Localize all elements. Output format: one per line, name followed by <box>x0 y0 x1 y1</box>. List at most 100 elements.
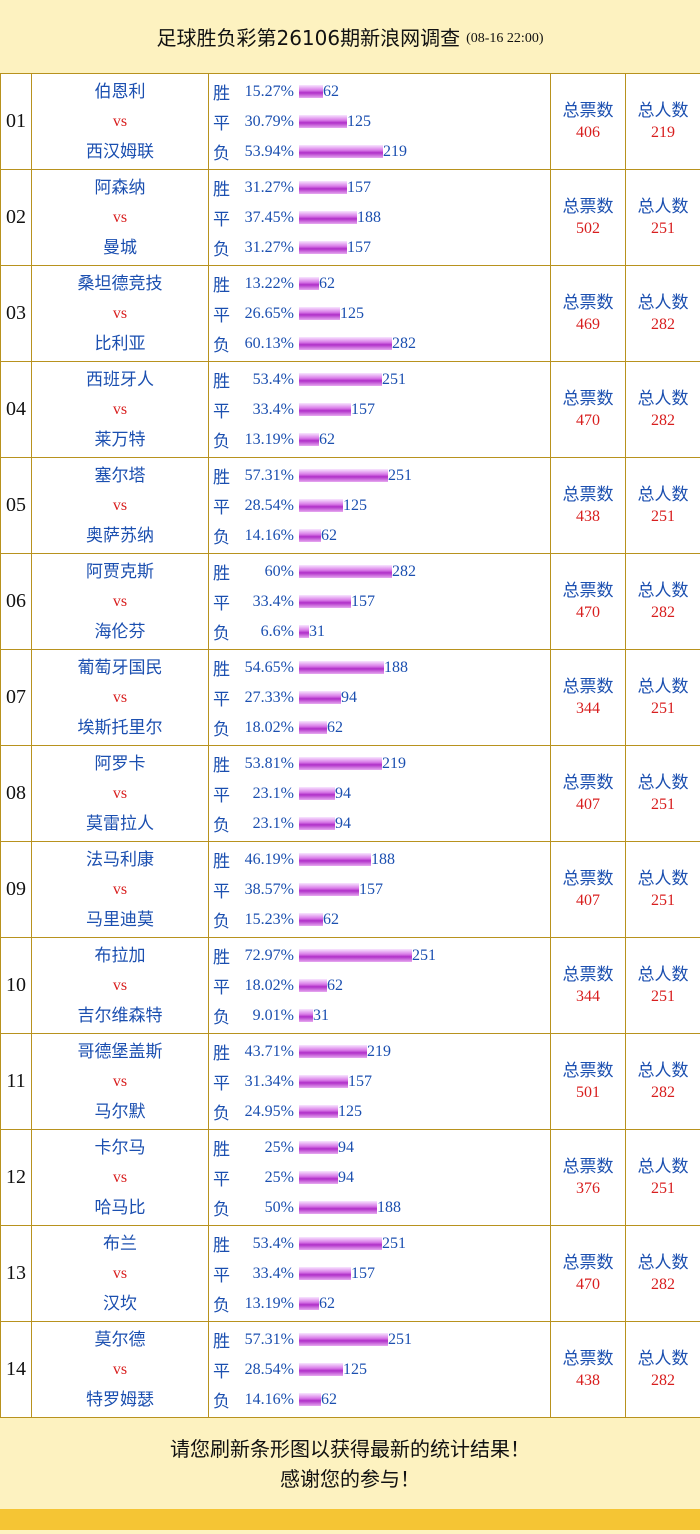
option-row: 平 33.4% 157 <box>213 395 550 425</box>
option-row: 平 33.4% 157 <box>213 587 550 617</box>
total-votes-cell: 总票数 407 <box>550 841 626 938</box>
option-percent: 60% <box>264 562 294 580</box>
home-team: 法马利康 <box>86 849 154 870</box>
option-row: 负 60.13% 282 <box>213 329 550 359</box>
option-label: 胜 <box>213 84 230 104</box>
survey-time: (08-16 22:00) <box>466 30 544 46</box>
option-percent: 23.1% <box>252 814 294 832</box>
vote-bar <box>299 529 321 542</box>
vote-bar <box>299 979 327 992</box>
total-votes-label: 总票数 <box>562 676 614 697</box>
vote-bar <box>299 277 319 290</box>
option-percent: 43.71% <box>244 1042 294 1060</box>
match-row: 10 布拉加 vs 吉尔维森特 胜 72.97% 251 平 18.02% 62… <box>0 937 700 1034</box>
match-teams: 布拉加 vs 吉尔维森特 <box>31 937 209 1034</box>
option-count: 94 <box>335 784 351 802</box>
match-number: 09 <box>0 841 32 938</box>
vs-label: vs <box>112 1360 128 1378</box>
vote-bar <box>299 145 383 158</box>
vote-options: 胜 13.22% 62 平 26.65% 125 负 60.13% 282 <box>208 265 551 362</box>
vote-bar <box>299 403 351 416</box>
vote-bar <box>299 373 382 386</box>
vote-bar <box>299 337 392 350</box>
total-votes-cell: 总票数 406 <box>550 73 626 170</box>
total-people-cell: 总人数 282 <box>625 553 700 650</box>
option-percent: 38.57% <box>244 880 294 898</box>
option-count: 125 <box>338 1102 362 1120</box>
option-count: 62 <box>321 526 337 544</box>
vote-bar <box>299 1237 382 1250</box>
option-percent: 53.4% <box>252 370 294 388</box>
total-votes-value: 438 <box>576 1371 600 1389</box>
option-label: 负 <box>213 1008 230 1028</box>
option-label: 胜 <box>213 564 230 584</box>
total-votes-cell: 总票数 438 <box>550 1321 626 1418</box>
match-row: 01 伯恩利 vs 西汉姆联 胜 15.27% 62 平 30.79% 125 … <box>0 73 700 170</box>
option-count: 62 <box>327 718 343 736</box>
vote-bar <box>299 85 323 98</box>
option-label: 负 <box>213 912 230 932</box>
total-votes-cell: 总票数 502 <box>550 169 626 266</box>
option-row: 胜 25% 94 <box>213 1133 550 1163</box>
total-votes-label: 总票数 <box>562 484 614 505</box>
option-row: 平 37.45% 188 <box>213 203 550 233</box>
match-teams: 塞尔塔 vs 奥萨苏纳 <box>31 457 209 554</box>
option-percent: 25% <box>264 1138 294 1156</box>
match-teams: 卡尔马 vs 哈马比 <box>31 1129 209 1226</box>
option-label: 平 <box>213 690 230 710</box>
option-count: 157 <box>351 400 375 418</box>
option-label: 负 <box>213 144 230 164</box>
match-teams: 阿罗卡 vs 莫雷拉人 <box>31 745 209 842</box>
option-count: 125 <box>347 112 371 130</box>
total-people-value: 282 <box>651 411 675 429</box>
option-percent: 27.33% <box>244 688 294 706</box>
option-row: 胜 60% 282 <box>213 557 550 587</box>
option-percent: 31.27% <box>244 238 294 256</box>
total-people-cell: 总人数 282 <box>625 1033 700 1130</box>
option-count: 62 <box>321 1390 337 1408</box>
vote-bar <box>299 1105 338 1118</box>
option-percent: 23.1% <box>252 784 294 802</box>
home-team: 伯恩利 <box>94 81 146 102</box>
page-header: 足球胜负彩第26106期新浪网调查 (08-16 22:00) <box>0 0 700 73</box>
option-label: 负 <box>213 624 230 644</box>
option-count: 251 <box>412 946 436 964</box>
total-votes-label: 总票数 <box>562 580 614 601</box>
survey-table: 01 伯恩利 vs 西汉姆联 胜 15.27% 62 平 30.79% 125 … <box>0 73 700 1418</box>
option-row: 负 50% 188 <box>213 1193 550 1223</box>
away-team: 西汉姆联 <box>86 141 154 162</box>
vote-bar <box>299 1201 377 1214</box>
match-number: 12 <box>0 1129 32 1226</box>
option-percent: 54.65% <box>244 658 294 676</box>
vote-options: 胜 46.19% 188 平 38.57% 157 负 15.23% 62 <box>208 841 551 938</box>
vote-bar <box>299 595 351 608</box>
vote-bar <box>299 433 319 446</box>
option-label: 负 <box>213 528 230 548</box>
option-count: 31 <box>313 1006 329 1024</box>
match-teams: 莫尔德 vs 特罗姆瑟 <box>31 1321 209 1418</box>
vote-bar <box>299 661 384 674</box>
home-team: 葡萄牙国民 <box>77 657 163 678</box>
match-row: 04 西班牙人 vs 莱万特 胜 53.4% 251 平 33.4% 157 负… <box>0 361 700 458</box>
match-row: 02 阿森纳 vs 曼城 胜 31.27% 157 平 37.45% 188 负… <box>0 169 700 266</box>
option-count: 62 <box>319 274 335 292</box>
option-count: 94 <box>335 814 351 832</box>
option-row: 胜 31.27% 157 <box>213 173 550 203</box>
option-label: 胜 <box>213 372 230 392</box>
match-teams: 葡萄牙国民 vs 埃斯托里尔 <box>31 649 209 746</box>
option-percent: 31.34% <box>244 1072 294 1090</box>
option-percent: 31.27% <box>244 178 294 196</box>
total-votes-value: 501 <box>576 1083 600 1101</box>
total-people-label: 总人数 <box>637 676 689 697</box>
option-row: 胜 53.4% 251 <box>213 1229 550 1259</box>
total-people-value: 282 <box>651 1083 675 1101</box>
total-people-cell: 总人数 251 <box>625 457 700 554</box>
vs-label: vs <box>112 1168 128 1186</box>
match-row: 07 葡萄牙国民 vs 埃斯托里尔 胜 54.65% 188 平 27.33% … <box>0 649 700 746</box>
away-team: 特罗姆瑟 <box>86 1389 154 1410</box>
option-count: 31 <box>309 622 325 640</box>
total-people-cell: 总人数 251 <box>625 745 700 842</box>
vs-label: vs <box>112 496 128 514</box>
vote-bar <box>299 499 343 512</box>
vote-bar <box>299 721 327 734</box>
